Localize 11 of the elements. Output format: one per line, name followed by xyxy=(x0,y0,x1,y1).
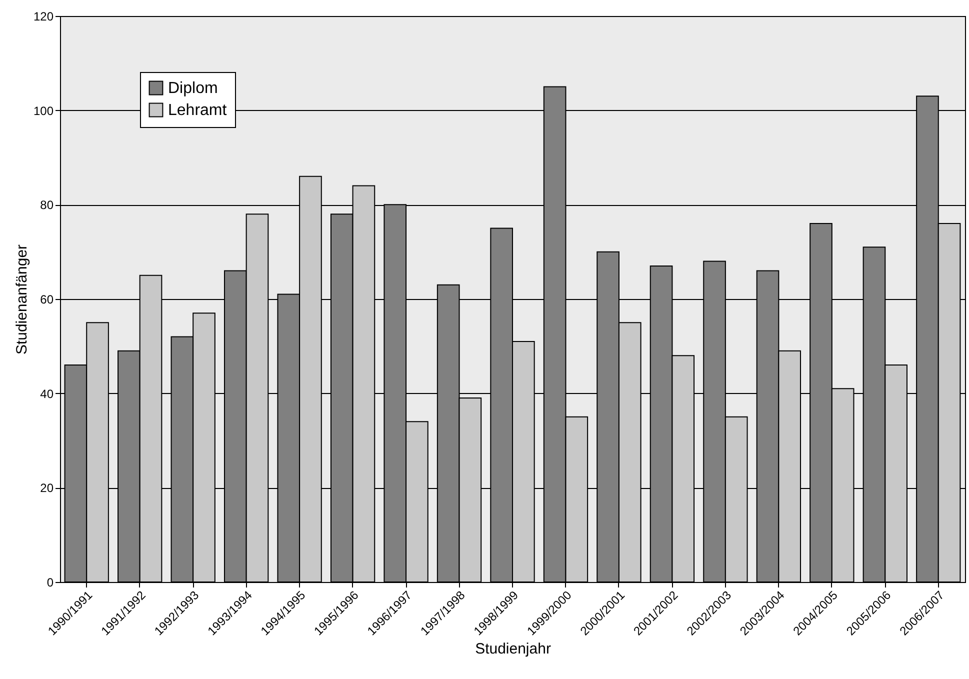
y-tick-label: 40 xyxy=(40,386,54,401)
y-tick-label: 20 xyxy=(40,481,54,496)
y-axis-title: Studienanfänger xyxy=(13,244,30,355)
y-tick-label: 0 xyxy=(46,576,54,590)
x-axis-title: Studienjahr xyxy=(475,640,551,658)
y-tick-label: 60 xyxy=(40,292,54,306)
y-tick-label: 80 xyxy=(40,198,54,212)
legend-label: Diplom xyxy=(168,80,218,97)
y-tick-label: 100 xyxy=(33,104,54,118)
legend-label: Lehramt xyxy=(168,102,228,119)
y-tick-label: 120 xyxy=(33,10,54,24)
